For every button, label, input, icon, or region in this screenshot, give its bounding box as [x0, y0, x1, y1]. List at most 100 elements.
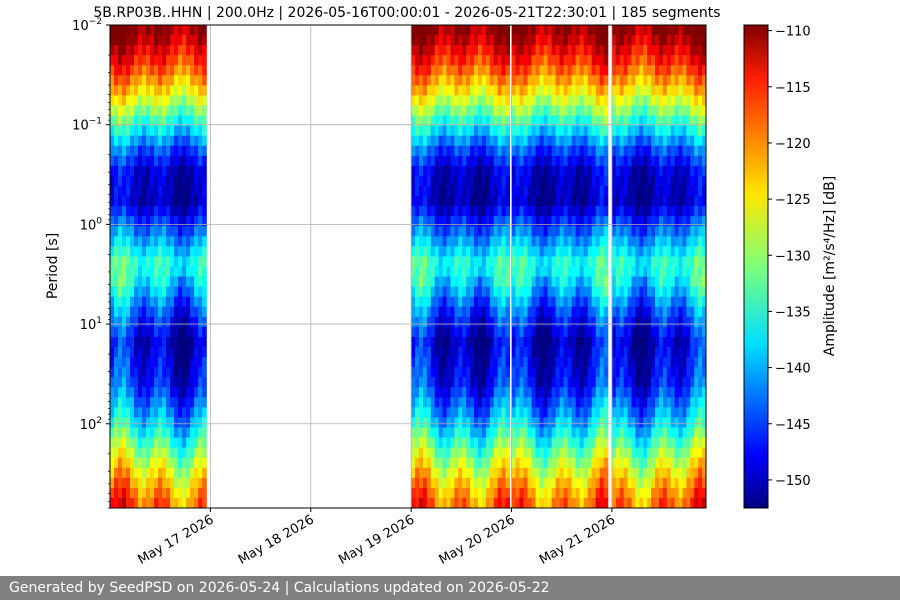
heatmap-cell — [134, 236, 139, 247]
heatmap-cell — [539, 236, 545, 247]
heatmap-cell — [134, 206, 139, 217]
heatmap-cell — [611, 135, 617, 147]
heatmap-cell — [694, 165, 699, 177]
heatmap-cell — [587, 236, 593, 247]
heatmap-cell — [686, 216, 691, 227]
heatmap-cell — [515, 186, 521, 197]
heatmap-cell — [515, 45, 521, 56]
heatmap-cell — [422, 437, 428, 449]
heatmap-cell — [543, 477, 549, 489]
heatmap-cell — [454, 316, 459, 328]
heatmap-cell — [555, 276, 561, 288]
heatmap-cell — [138, 45, 143, 56]
heatmap-cell — [166, 115, 171, 127]
heatmap-cell — [567, 35, 573, 46]
heatmap-cell — [450, 186, 455, 197]
heatmap-cell — [563, 427, 569, 439]
heatmap-cell — [190, 286, 195, 298]
heatmap-cell — [631, 276, 637, 288]
heatmap-cell — [162, 357, 167, 368]
heatmap-cell — [563, 387, 569, 398]
heatmap-cell — [559, 85, 565, 97]
heatmap-cell — [122, 85, 127, 97]
heatmap-cell — [655, 357, 660, 368]
heatmap-cell — [485, 186, 491, 197]
heatmap-cell — [547, 186, 553, 197]
heatmap-cell — [579, 296, 585, 308]
heatmap-cell — [462, 65, 467, 76]
heatmap-cell — [170, 196, 175, 207]
heatmap-cell — [419, 25, 424, 36]
heatmap-cell — [583, 196, 589, 207]
heatmap-cell — [651, 457, 656, 469]
heatmap-cell — [519, 45, 525, 56]
heatmap-cell — [110, 65, 115, 76]
heatmap-cell — [481, 206, 487, 217]
heatmap-cell — [599, 135, 605, 147]
heatmap-cell — [511, 447, 517, 459]
heatmap-cell — [470, 377, 475, 388]
heatmap-cell — [162, 35, 167, 46]
heatmap-cell — [535, 437, 541, 449]
heatmap-cell — [591, 196, 597, 207]
heatmap-cell — [122, 377, 127, 388]
heatmap-cell — [559, 145, 565, 157]
heatmap-cell — [527, 336, 533, 348]
heatmap-cell — [446, 286, 452, 298]
heatmap-cell — [543, 256, 549, 268]
heatmap-cell — [543, 65, 549, 76]
heatmap-cell — [174, 397, 179, 408]
heatmap-cell — [587, 377, 593, 388]
heatmap-cell — [118, 115, 123, 127]
heatmap-cell — [579, 226, 585, 237]
heatmap-cell — [182, 55, 187, 66]
heatmap-cell — [438, 95, 444, 107]
heatmap-cell — [627, 125, 633, 137]
heatmap-cell — [182, 477, 187, 489]
heatmap-cell — [470, 316, 475, 328]
heatmap-cell — [126, 206, 131, 217]
heatmap-cell — [511, 427, 517, 439]
heatmap-cell — [674, 266, 680, 278]
heatmap-cell — [430, 447, 436, 459]
heatmap-cell — [130, 276, 135, 288]
heatmap-cell — [674, 487, 680, 499]
heatmap-cell — [627, 336, 633, 348]
heatmap-cell — [662, 407, 668, 419]
heatmap-cell — [523, 65, 529, 76]
heatmap-cell — [466, 296, 471, 308]
heatmap-cell — [450, 256, 455, 268]
heatmap-cell — [651, 226, 656, 237]
heatmap-cell — [531, 487, 537, 499]
heatmap-cell — [110, 55, 115, 66]
heatmap-cell — [134, 457, 139, 469]
heatmap-cell — [158, 407, 163, 419]
heatmap-cell — [623, 497, 629, 508]
heatmap-cell — [166, 55, 171, 66]
heatmap-cell — [190, 336, 195, 348]
heatmap-cell — [587, 407, 593, 419]
heatmap-cell — [571, 266, 577, 278]
heatmap-cell — [118, 467, 123, 479]
heatmap-cell — [170, 397, 175, 408]
heatmap-cell — [126, 105, 131, 117]
heatmap-cell — [458, 477, 463, 489]
heatmap-cell — [531, 397, 537, 408]
heatmap-cell — [579, 467, 585, 479]
heatmap-cell — [190, 457, 195, 469]
heatmap-cell — [635, 256, 640, 268]
heatmap-cell — [114, 105, 119, 117]
heatmap-cell — [118, 25, 123, 36]
colorbar-tick-label: −140 — [775, 362, 811, 377]
heatmap-cell — [519, 397, 525, 408]
heatmap-cell — [422, 65, 428, 76]
heatmap-cell — [419, 256, 424, 268]
heatmap-cell — [631, 115, 637, 127]
heatmap-cell — [481, 326, 487, 338]
heatmap-cell — [511, 316, 517, 328]
heatmap-cell — [639, 467, 644, 479]
heatmap-cell — [411, 417, 416, 429]
heatmap-cell — [138, 276, 143, 288]
heatmap-cell — [474, 457, 479, 469]
heatmap-cell — [698, 246, 703, 258]
